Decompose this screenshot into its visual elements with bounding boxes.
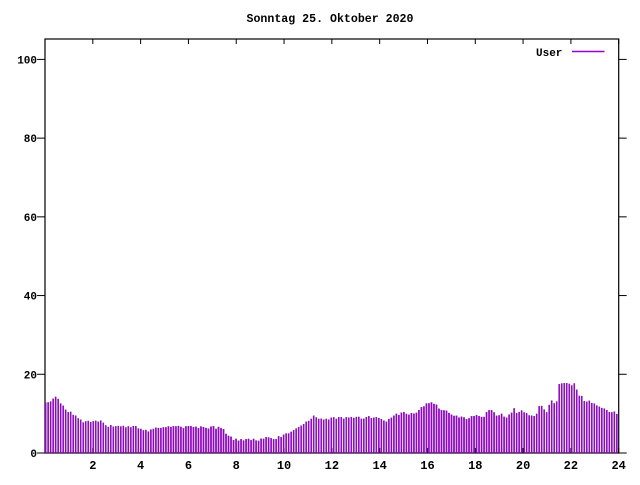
svg-text:40: 40 (24, 292, 37, 304)
svg-text:24: 24 (611, 459, 625, 473)
svg-text:Sonntag 25. Oktober 2020: Sonntag 25. Oktober 2020 (247, 13, 414, 26)
svg-text:100: 100 (17, 55, 37, 67)
svg-text:User: User (536, 48, 562, 60)
svg-text:10: 10 (277, 459, 291, 473)
svg-text:20: 20 (516, 459, 530, 473)
svg-text:12: 12 (325, 459, 339, 473)
svg-text:2: 2 (89, 459, 96, 473)
svg-text:14: 14 (372, 459, 386, 473)
svg-text:0: 0 (30, 449, 37, 461)
svg-text:80: 80 (24, 134, 37, 146)
svg-text:18: 18 (468, 459, 482, 473)
svg-text:8: 8 (233, 459, 240, 473)
svg-text:16: 16 (420, 459, 434, 473)
svg-text:20: 20 (24, 370, 37, 382)
svg-text:60: 60 (24, 213, 37, 225)
svg-text:22: 22 (564, 459, 578, 473)
svg-text:4: 4 (137, 459, 144, 473)
svg-text:6: 6 (185, 459, 192, 473)
